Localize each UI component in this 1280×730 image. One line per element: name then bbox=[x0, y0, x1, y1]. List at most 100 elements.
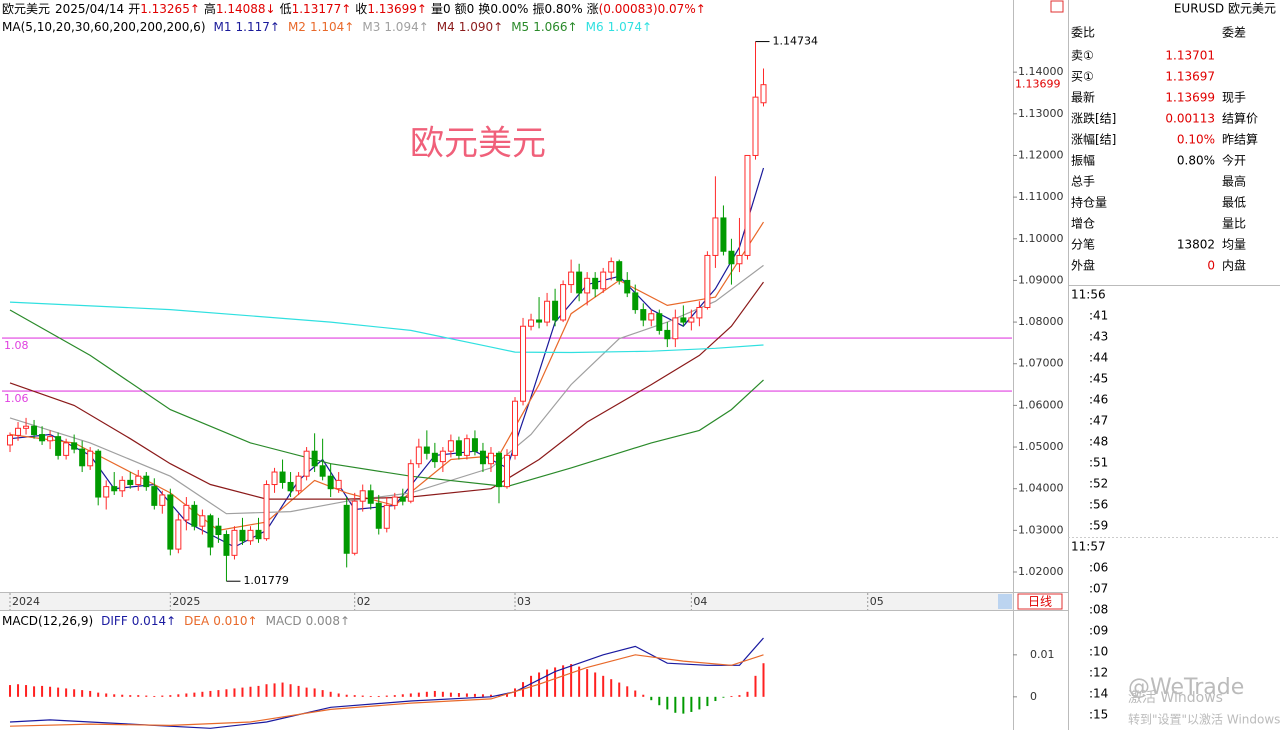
field-label: 卖① bbox=[1071, 49, 1094, 63]
y-tick-label: 1.04000 bbox=[1018, 482, 1064, 495]
candle-body bbox=[736, 254, 743, 265]
candle-body bbox=[47, 436, 54, 442]
macd-bar bbox=[457, 693, 460, 697]
candle-body bbox=[640, 309, 647, 321]
candle-body bbox=[552, 300, 559, 321]
tick-time: :45 bbox=[1089, 372, 1108, 386]
label: M2 bbox=[288, 20, 306, 34]
macd-bar bbox=[73, 689, 76, 697]
macd-bar bbox=[698, 696, 701, 710]
macd-bar bbox=[9, 685, 12, 697]
candle-body bbox=[311, 450, 318, 467]
panel-head: 委差 bbox=[1222, 26, 1246, 40]
candle-body bbox=[87, 450, 94, 467]
macd-bar bbox=[89, 690, 92, 697]
macd-bar bbox=[762, 663, 765, 697]
tick-time: :47 bbox=[1089, 414, 1108, 428]
candle-body bbox=[375, 502, 382, 529]
candle-body bbox=[431, 452, 438, 463]
candle-body bbox=[487, 452, 494, 465]
label: 1.13177↑ bbox=[292, 2, 352, 16]
field-label: 昨结算 bbox=[1222, 132, 1258, 147]
candle-body bbox=[55, 436, 62, 456]
y-tick-label: 0 bbox=[1030, 690, 1037, 703]
candle-body bbox=[568, 271, 575, 286]
candle-body bbox=[536, 319, 543, 323]
tick-time: 11:56 bbox=[1071, 288, 1106, 302]
period-label[interactable]: 日线 bbox=[1028, 595, 1052, 609]
annotation: 1.01779 bbox=[243, 574, 289, 587]
macd-bar bbox=[337, 693, 340, 697]
y-tick-label: 1.06000 bbox=[1018, 398, 1064, 411]
candle-body bbox=[207, 515, 214, 548]
candle-body bbox=[455, 440, 462, 456]
macd-bar bbox=[586, 669, 589, 697]
tick-time: :14 bbox=[1089, 687, 1108, 701]
macd-bar bbox=[281, 682, 284, 697]
tick-time: :41 bbox=[1089, 309, 1108, 323]
label: M5 bbox=[511, 20, 529, 34]
candle-body bbox=[175, 519, 182, 550]
macd-bar bbox=[17, 684, 20, 697]
label: 换 bbox=[478, 2, 490, 16]
macd-bar bbox=[249, 686, 252, 697]
macd-bar bbox=[377, 695, 380, 697]
candle-body bbox=[680, 317, 687, 323]
candle-body bbox=[271, 471, 278, 486]
candle-body bbox=[79, 448, 86, 467]
candle-body bbox=[383, 504, 390, 529]
field-value: 13802 bbox=[1177, 238, 1215, 252]
macd-bar bbox=[546, 669, 549, 697]
macd-bar bbox=[49, 686, 52, 697]
candle-body bbox=[239, 529, 246, 542]
label: 涨 bbox=[587, 1, 599, 16]
label: 0 bbox=[443, 2, 451, 16]
label: MACD(12,26,9) bbox=[2, 614, 93, 628]
panel-head: 委比 bbox=[1071, 26, 1095, 40]
candle-body bbox=[584, 277, 591, 294]
tick-time: :10 bbox=[1089, 645, 1108, 659]
window-icon[interactable] bbox=[1050, 0, 1064, 13]
scroll-button[interactable] bbox=[998, 594, 1012, 609]
macd-bar bbox=[514, 688, 517, 697]
field-value: 0 bbox=[1207, 259, 1215, 273]
candle-body bbox=[616, 261, 623, 281]
label: 0.00% bbox=[490, 2, 528, 16]
x-axis-band bbox=[0, 593, 1013, 610]
macd-bar bbox=[578, 666, 581, 697]
candle-body bbox=[223, 534, 230, 556]
field-label: 最新 bbox=[1071, 90, 1095, 105]
candle-body bbox=[447, 440, 454, 452]
ma-legend: MA(5,10,20,30,60,200,200,200,6) M1 1.117↑ M… bbox=[2, 20, 652, 34]
macd-bar bbox=[137, 695, 140, 697]
field-label: 最低 bbox=[1222, 196, 1246, 210]
candle-body bbox=[463, 438, 470, 456]
candle-body bbox=[624, 279, 631, 294]
period-button[interactable] bbox=[1017, 593, 1063, 610]
macd-bar bbox=[746, 691, 749, 697]
candle-body bbox=[415, 446, 422, 465]
field-label: 量比 bbox=[1222, 217, 1246, 231]
macd-bar bbox=[425, 691, 428, 697]
candle-body bbox=[303, 450, 310, 477]
macd-bar bbox=[706, 696, 709, 707]
field-label: 持仓量 bbox=[1071, 195, 1107, 210]
y-tick-label: 1.13000 bbox=[1018, 107, 1064, 120]
label: DIFF bbox=[101, 614, 128, 628]
candle-body bbox=[528, 319, 535, 327]
x-tick-label: 02 bbox=[357, 595, 371, 608]
tick-time: :51 bbox=[1089, 456, 1108, 470]
candle-body bbox=[119, 479, 126, 492]
candle-body bbox=[407, 463, 414, 502]
label: 振 bbox=[532, 2, 544, 16]
label: 1.094↑ bbox=[384, 20, 428, 34]
candle-body bbox=[215, 525, 222, 536]
macd-bar bbox=[473, 693, 476, 697]
candle-body bbox=[135, 475, 142, 486]
candle-body bbox=[696, 306, 703, 319]
label: DEA bbox=[184, 614, 210, 628]
candle-body bbox=[191, 504, 198, 527]
indicator-line bbox=[9, 309, 764, 488]
macd-bar bbox=[65, 688, 68, 697]
tick-time: :06 bbox=[1089, 561, 1108, 575]
